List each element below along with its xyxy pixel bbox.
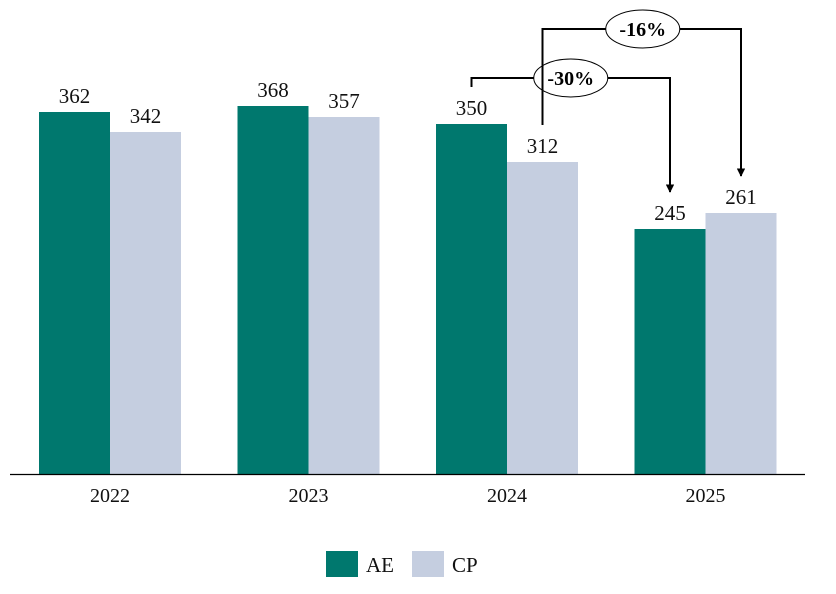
data-label: 312 xyxy=(527,134,559,158)
bar-ae-2022 xyxy=(39,112,110,474)
bar-cp-2022 xyxy=(110,132,181,474)
data-label: 368 xyxy=(257,78,289,102)
change-badge xyxy=(533,58,609,98)
x-tick-label: 2022 xyxy=(90,485,130,507)
legend-swatch-cp xyxy=(412,551,444,577)
x-tick-label: 2025 xyxy=(686,485,726,507)
data-label: 357 xyxy=(328,89,360,113)
bar-ae-2024 xyxy=(436,124,507,474)
bar-ae-2025 xyxy=(634,229,706,474)
data-label: 362 xyxy=(59,84,91,108)
change-arrow xyxy=(541,28,746,177)
data-label: 261 xyxy=(725,185,757,209)
change-label: -16% xyxy=(619,19,666,41)
bar-cp-2025 xyxy=(705,213,777,474)
data-label: 342 xyxy=(130,104,162,128)
bar-cp-2023 xyxy=(308,117,380,474)
legend-swatch-ae xyxy=(326,551,358,577)
data-label: 350 xyxy=(456,96,488,120)
bar-ae-2023 xyxy=(237,106,309,474)
x-tick-label: 2024 xyxy=(487,485,527,507)
change-badge xyxy=(605,9,681,49)
data-label: 245 xyxy=(654,201,686,225)
legend-label: CP xyxy=(452,553,478,577)
bar-cp-2024 xyxy=(507,162,578,474)
change-label: -30% xyxy=(547,68,594,90)
legend-label: AE xyxy=(366,553,394,577)
x-tick-label: 2023 xyxy=(289,485,329,507)
